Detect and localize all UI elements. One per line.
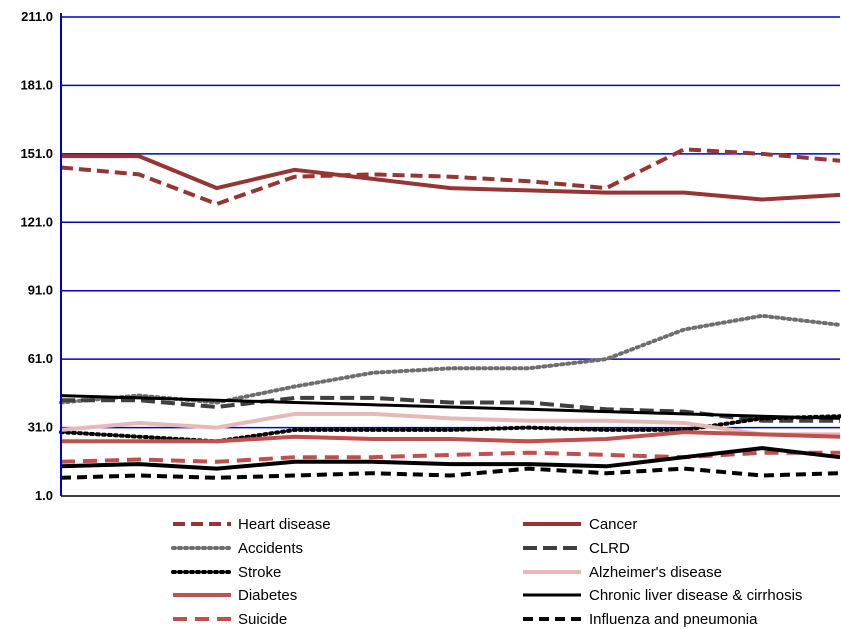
y-tick-label: 1.0 — [35, 488, 53, 503]
legend-label: Chronic liver disease & cirrhosis — [589, 587, 802, 604]
y-tick-label: 91.0 — [28, 283, 53, 298]
series-line — [61, 430, 841, 444]
legend-label: Alzheimer's disease — [589, 564, 722, 581]
y-tick-label: 61.0 — [28, 351, 53, 366]
legend-label: Diabetes — [238, 587, 297, 604]
gridlines — [61, 16, 840, 429]
legend-label: CLRD — [589, 540, 630, 557]
axes — [60, 13, 840, 497]
series-lines — [59, 147, 841, 480]
legend-label: Stroke — [238, 564, 281, 581]
legend: Heart disease Cancer Accidents CLRD Stroke Al… — [171, 516, 802, 628]
legend-label: Suicide — [238, 611, 287, 628]
legend-label: Heart disease — [238, 516, 331, 533]
y-axis-ticks: 1.0 31.0 61.0 91.0 121.0 151.0 181.0 211.0 — [20, 9, 53, 503]
series-line — [60, 411, 840, 437]
series-line — [60, 446, 841, 471]
y-tick-label: 121.0 — [20, 214, 53, 229]
series-line — [61, 154, 841, 202]
y-tick-label: 151.0 — [20, 146, 53, 161]
y-tick-label: 181.0 — [20, 77, 53, 92]
legend-label: Influenza and pneumonia — [589, 611, 758, 628]
y-tick-label: 31.0 — [28, 420, 53, 435]
y-tick-label: 211.0 — [21, 9, 53, 24]
legend-label: Cancer — [589, 516, 637, 533]
series-line — [60, 394, 841, 420]
series-line — [60, 466, 841, 480]
series-line — [60, 147, 841, 206]
legend-label: Accidents — [238, 540, 303, 557]
